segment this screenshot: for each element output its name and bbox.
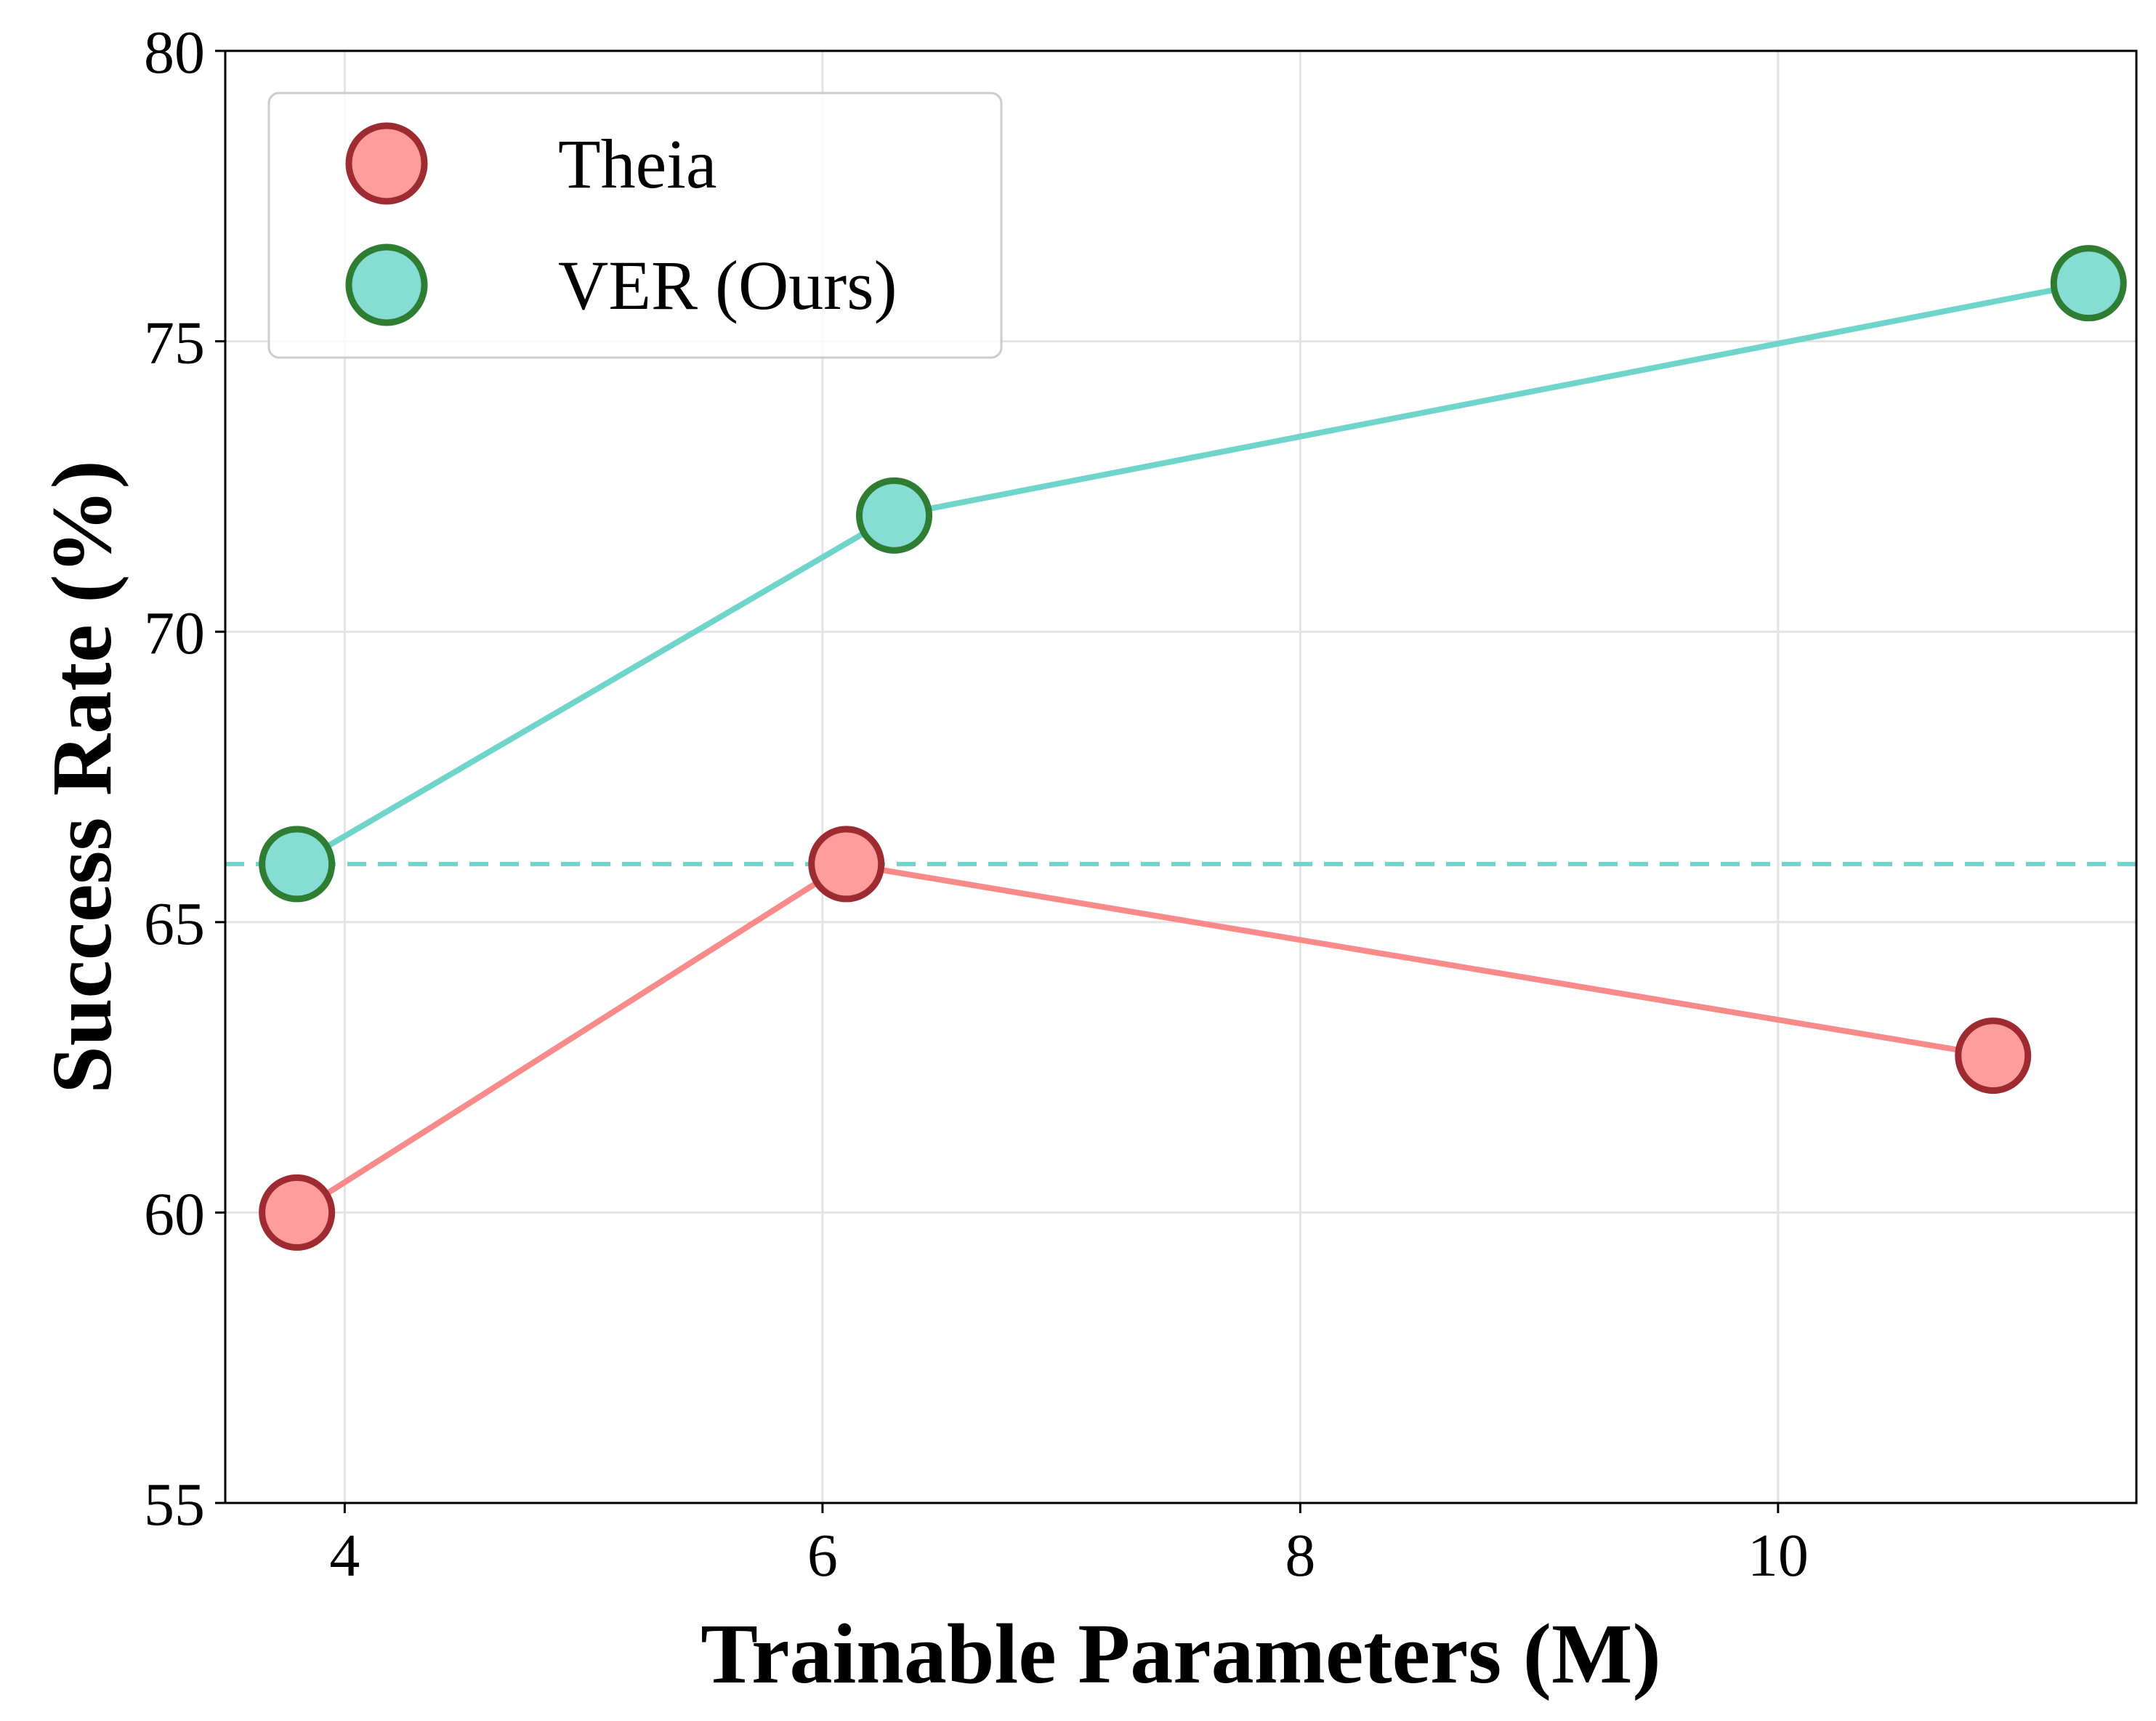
y-tick-label: 55: [144, 1471, 205, 1539]
x-tick-label: 6: [807, 1522, 838, 1589]
plot-frame: [224, 49, 2138, 1504]
data-point-ver-ours: [856, 477, 932, 554]
series-layer: [259, 245, 2127, 1251]
x-tick-label: 10: [1748, 1522, 1809, 1589]
y-axis-title: Success Rate (%): [34, 460, 129, 1094]
series-line-ver-ours: [295, 280, 2090, 867]
y-tick-label: 75: [144, 310, 205, 377]
y-tick-label: 60: [144, 1180, 205, 1248]
ticks: 4 6 8 10 55 60 65 70 75 80: [144, 19, 1809, 1589]
legend-box: [267, 92, 1003, 359]
y-tick-label: 65: [144, 890, 205, 958]
x-tick-label: 4: [329, 1522, 360, 1589]
legend-label-ver: VER (Ours): [558, 246, 897, 324]
y-tick-label: 70: [144, 600, 205, 667]
data-point-theia: [259, 1174, 336, 1251]
legend-label-theia: Theia: [558, 125, 717, 203]
legend: Theia VER (Ours): [267, 92, 1003, 359]
data-point-theia: [808, 826, 885, 903]
x-tick-label: 8: [1285, 1522, 1315, 1589]
y-tick-label: 80: [144, 19, 205, 86]
data-point-theia: [1955, 1017, 2032, 1095]
x-axis-title: Trainable Parameters (M): [701, 1606, 1661, 1701]
legend-marker-ver: [345, 243, 428, 326]
legend-marker-theia: [345, 122, 428, 205]
series-line-theia: [295, 860, 1994, 1215]
data-point-ver-ours: [2050, 245, 2127, 322]
data-point-ver-ours: [259, 826, 336, 903]
